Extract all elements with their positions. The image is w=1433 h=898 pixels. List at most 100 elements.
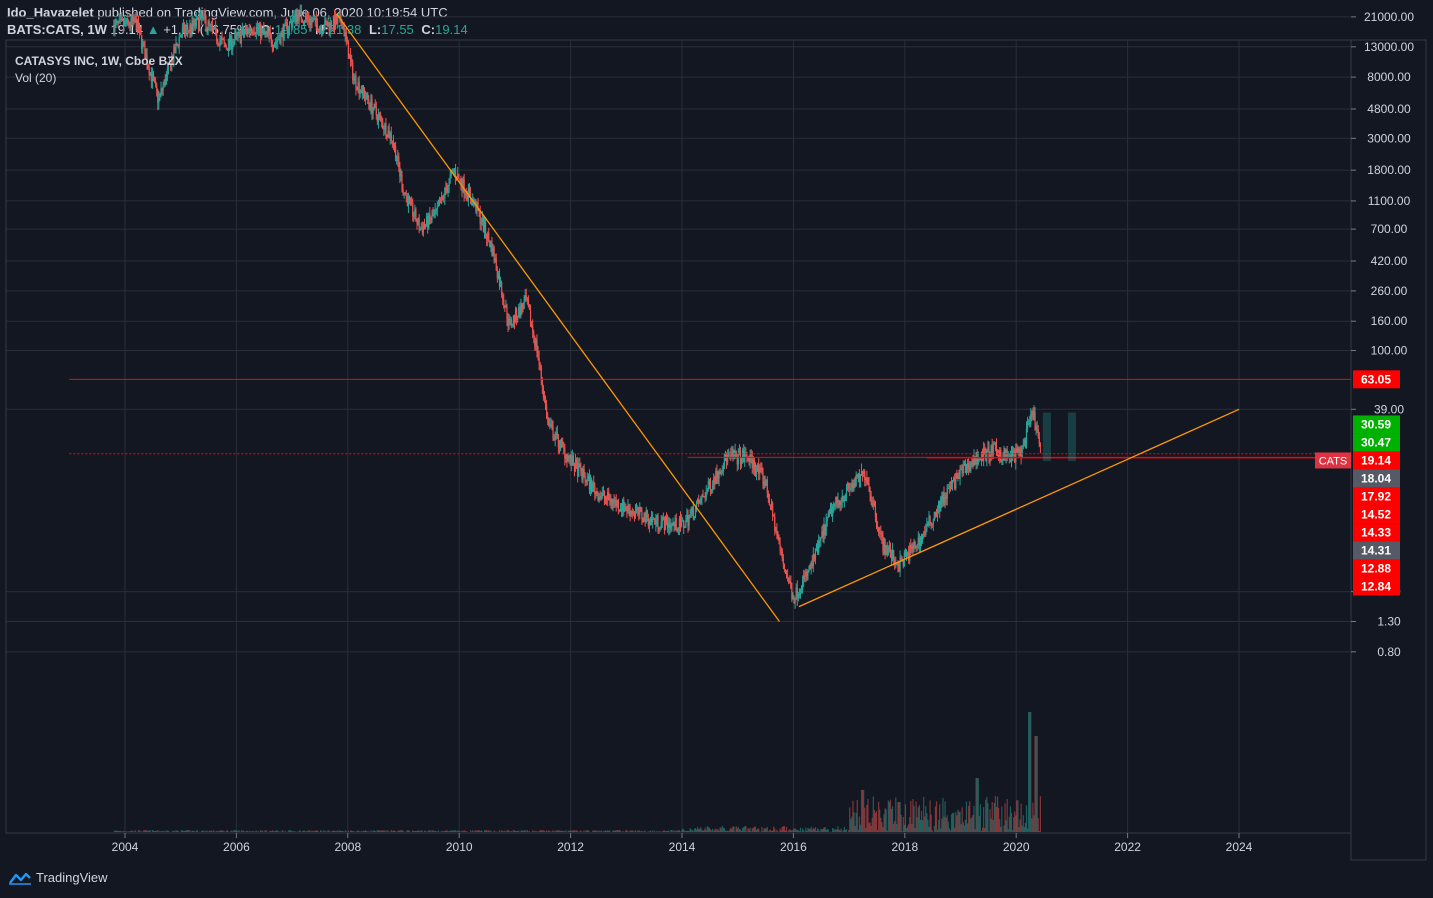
volume-bar: [792, 830, 794, 832]
volume-bar: [221, 830, 223, 832]
volume-bar: [710, 830, 713, 832]
volume-bar: [678, 830, 681, 832]
volume-bar: [702, 830, 704, 832]
volume-bar: [980, 830, 983, 832]
volume-bar: [508, 830, 510, 832]
candle-body: [407, 196, 410, 207]
candle-body: [988, 447, 990, 457]
candle-body: [1029, 423, 1031, 425]
candle-body: [374, 103, 376, 108]
candle-body: [581, 471, 583, 480]
candle-body: [376, 114, 378, 122]
volume-bar: [565, 830, 567, 832]
candle-body: [629, 510, 631, 516]
candle-body: [525, 295, 527, 300]
candle-body: [779, 544, 781, 550]
symbol-interval[interactable]: BATS:CATS, 1W: [7, 22, 107, 37]
volume-bar: [909, 817, 911, 832]
volume-bar: [640, 831, 642, 832]
volume-bar: [475, 830, 477, 832]
candle-body: [1000, 450, 1002, 461]
tradingview-logo[interactable]: TradingView: [8, 870, 108, 885]
candle-body: [987, 447, 989, 451]
volume-bar: [208, 830, 210, 832]
candle-body: [432, 214, 434, 217]
y-tick-label: 0.80: [1377, 645, 1401, 659]
volume-bar: [977, 778, 979, 832]
volume-bar: [685, 831, 687, 832]
candle-body: [126, 18, 128, 24]
candle-body: [399, 167, 401, 177]
volume-bar: [874, 812, 877, 832]
legend-volume[interactable]: Vol (20): [15, 71, 57, 85]
time-axis[interactable]: 2004 2006 2008 2010 2012 2014 2016 2018 2020 2022…: [0, 833, 1253, 854]
candle-body: [612, 500, 614, 504]
volume-bar: [608, 830, 610, 832]
volume-bar: [889, 799, 892, 832]
candle-body: [978, 457, 980, 460]
candle-body: [220, 38, 222, 41]
price-tag: [1353, 469, 1400, 488]
volume-bar: [281, 830, 283, 832]
candle-body: [165, 74, 167, 85]
volume-bar: [748, 829, 750, 832]
candle-body: [203, 14, 205, 17]
candle-body: [248, 28, 250, 34]
candle-body: [403, 192, 405, 194]
volume-bar: [552, 830, 554, 832]
volume-bar: [752, 827, 754, 832]
candle-body: [740, 458, 743, 465]
volume-bar: [191, 830, 193, 832]
candle-body: [554, 437, 556, 441]
candle-body: [442, 195, 444, 197]
volume-bar: [262, 830, 264, 832]
candle-body: [817, 544, 819, 553]
candle-body: [116, 21, 118, 23]
candle-body: [159, 93, 161, 98]
candle-body: [812, 553, 814, 567]
volume-bar: [768, 830, 771, 832]
candle-body: [194, 19, 196, 27]
candle-body: [1001, 460, 1003, 462]
candle-body: [693, 515, 696, 519]
candle-body: [939, 500, 941, 512]
candle-body: [605, 497, 608, 499]
candle-body: [854, 483, 856, 487]
price-axis[interactable]: 57500.0035000.0021000.0013000.008000.004…: [1351, 0, 1414, 659]
volume-bar: [134, 830, 136, 832]
candle-body: [517, 317, 519, 321]
candle-body: [275, 42, 277, 45]
candle-body: [232, 45, 234, 50]
volume-bar: [398, 830, 400, 832]
candle-body: [604, 497, 607, 499]
volume-bar: [172, 831, 174, 832]
candle-body: [630, 510, 632, 516]
volume-bar: [330, 831, 332, 832]
candle-body: [600, 496, 602, 499]
volume-bar: [776, 829, 778, 832]
candle-body: [155, 81, 157, 86]
candle-body: [151, 73, 154, 82]
candle-body: [267, 31, 269, 36]
candle-body: [532, 325, 534, 333]
volume-bar: [255, 830, 257, 832]
candle-body: [653, 518, 655, 520]
volume-bar: [559, 830, 562, 832]
candle-body: [297, 14, 299, 21]
volume-bar: [614, 830, 616, 832]
legend-title[interactable]: CATASYS INC, 1W, Cboe BZX: [15, 54, 183, 68]
candle-body: [615, 499, 617, 507]
candle-body: [990, 445, 992, 460]
candle-body: [718, 471, 720, 479]
volume-bar: [884, 808, 886, 832]
candle-body: [114, 22, 116, 34]
volume-bar: [857, 829, 859, 832]
candle-body: [373, 103, 375, 110]
candle-body: [800, 589, 803, 593]
volume-bar: [676, 830, 678, 832]
volume-bar: [331, 830, 333, 832]
volume-bar: [238, 830, 240, 832]
volume-bar: [797, 830, 799, 832]
author-name[interactable]: Ido_Havazelet: [7, 5, 94, 20]
